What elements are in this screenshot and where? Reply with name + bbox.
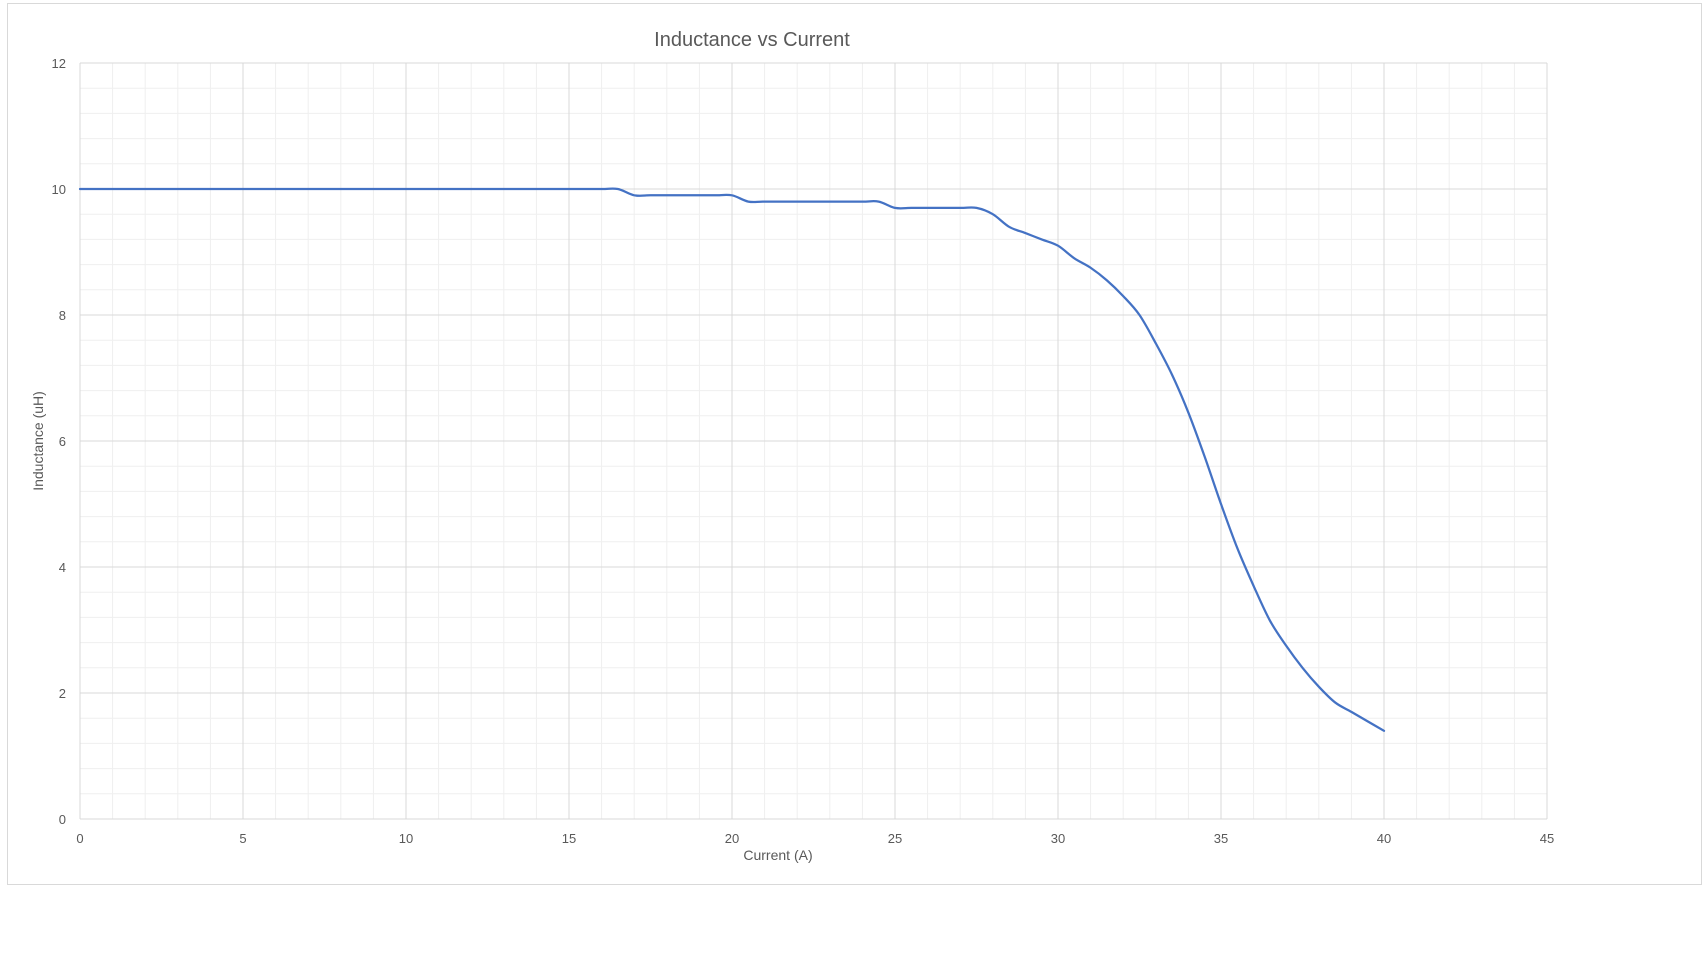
x-tick-label: 5 xyxy=(239,831,246,846)
y-axis-title: Inductance (uH) xyxy=(30,391,46,491)
x-tick-label: 15 xyxy=(562,831,576,846)
y-tick-label: 2 xyxy=(59,686,66,701)
y-tick-label: 0 xyxy=(59,812,66,827)
y-tick-label: 8 xyxy=(59,308,66,323)
y-tick-label: 4 xyxy=(59,560,66,575)
x-tick-label: 20 xyxy=(725,831,739,846)
chart-area: 0 2 4 6 8 10 12 0 5 10 15 20 25 30 35 40 45 Inductance … xyxy=(7,3,1702,885)
y-tick-label: 10 xyxy=(52,182,66,197)
series-layer xyxy=(78,187,1386,732)
x-tick-label: 0 xyxy=(76,831,83,846)
x-tick-label: 35 xyxy=(1214,831,1228,846)
x-tick-label: 10 xyxy=(399,831,413,846)
x-axis-ticks: 0 5 10 15 20 25 30 35 40 45 xyxy=(76,831,1554,846)
inductance-series-line xyxy=(78,187,1386,732)
x-tick-label: 30 xyxy=(1051,831,1065,846)
x-tick-label: 25 xyxy=(888,831,902,846)
y-axis-ticks: 0 2 4 6 8 10 12 xyxy=(52,56,66,827)
inductance-chart: 0 2 4 6 8 10 12 0 5 10 15 20 25 30 35 40 45 Inductance … xyxy=(30,29,1554,863)
y-tick-label: 6 xyxy=(59,434,66,449)
x-axis-title: Current (A) xyxy=(743,847,812,863)
x-tick-label: 40 xyxy=(1377,831,1391,846)
x-tick-label: 45 xyxy=(1540,831,1554,846)
y-tick-label: 12 xyxy=(52,56,66,71)
major-gridlines xyxy=(79,62,1548,820)
chart-title: Inductance vs Current xyxy=(654,29,850,51)
